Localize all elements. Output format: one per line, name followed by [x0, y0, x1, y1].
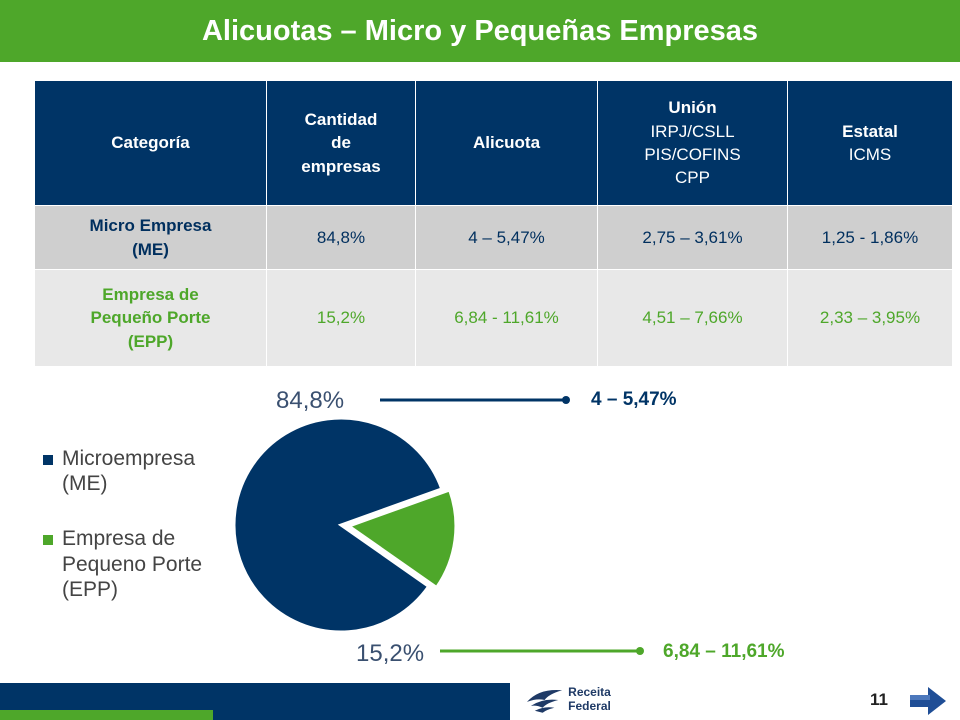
eagle-logo-icon: [526, 689, 563, 713]
callout-epp: 6,84 – 11,61%: [663, 641, 785, 662]
cell-estatal: 1,25 - 1,86%: [787, 205, 953, 270]
chart-legend: Microempresa (ME) Empresa de Pequeno Porte…: [42, 446, 242, 602]
cell-cantidad: 15,2%: [266, 269, 416, 367]
callout-line-me-dot: [562, 396, 570, 404]
legend-swatch-me: [43, 455, 53, 465]
cell-alicuota: 4 – 5,47%: [415, 205, 598, 270]
next-slide-arrow-icon[interactable]: [908, 685, 948, 717]
slice-label-epp: 15,2%: [356, 640, 425, 667]
receita-federal-logo: Receita Federal: [525, 684, 655, 714]
footer-accent: [0, 710, 213, 720]
callout-line-epp-dot: [636, 647, 644, 655]
header-estatal: Estatal ICMS: [787, 80, 953, 206]
table-row: Empresa de Pequeño Porte (EPP) 15,2% 6,84 …: [34, 269, 953, 367]
slice-label-me: 84,8%: [276, 387, 345, 414]
rates-table: Categoría Cantidad de empresas Alicuota Un…: [34, 80, 953, 367]
header-cantidad: Cantidad de empresas: [266, 80, 416, 206]
header-alicuota: Alicuota: [415, 80, 598, 206]
header-categoria: Categoría: [34, 80, 267, 206]
table-header-row: Categoría Cantidad de empresas Alicuota Un…: [34, 80, 953, 206]
legend-item-me: Microempresa (ME): [42, 446, 242, 496]
cell-estatal: 2,33 – 3,95%: [787, 269, 953, 367]
pie-slice-me: [232, 416, 444, 634]
cell-union: 4,51 – 7,66%: [597, 269, 788, 367]
page-number: 11: [870, 690, 888, 709]
legend-item-epp: Empresa de Pequeno Porte (EPP): [42, 526, 242, 602]
page-title: Alicuotas – Micro y Pequeñas Empresas: [201, 14, 759, 47]
cell-categoria: Micro Empresa (ME): [34, 205, 267, 270]
cell-categoria: Empresa de Pequeño Porte (EPP): [34, 269, 267, 367]
title-bar: Alicuotas – Micro y Pequeñas Empresas: [0, 0, 960, 62]
table-row: Micro Empresa (ME) 84,8% 4 – 5,47% 2,75 –…: [34, 205, 953, 270]
logo-text: Receita Federal: [568, 685, 611, 713]
cell-cantidad: 84,8%: [266, 205, 416, 270]
callout-me: 4 – 5,47%: [591, 389, 677, 410]
cell-alicuota: 6,84 - 11,61%: [415, 269, 598, 367]
legend-swatch-epp: [43, 535, 53, 546]
pie-slice-epp: [345, 488, 458, 590]
cell-union: 2,75 – 3,61%: [597, 205, 788, 270]
header-union: Unión IRPJ/CSLL PIS/COFINS CPP: [597, 80, 788, 206]
